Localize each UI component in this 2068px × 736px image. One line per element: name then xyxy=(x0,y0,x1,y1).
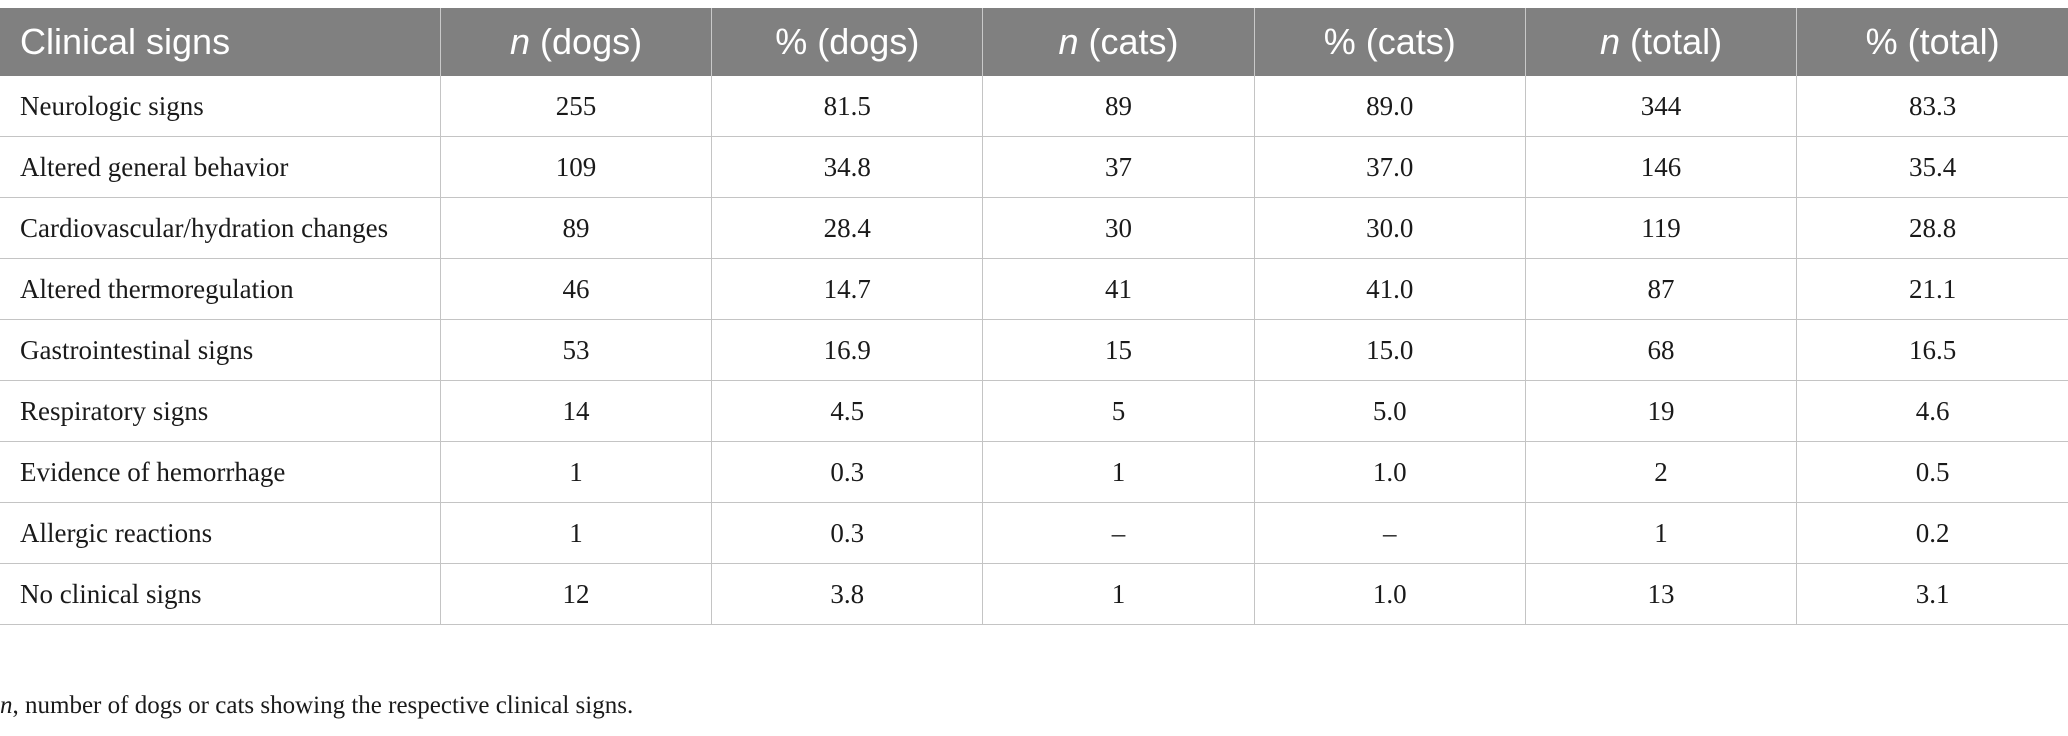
cell-pct-total: 16.5 xyxy=(1796,319,2068,381)
cell-pct-total: 4.6 xyxy=(1796,380,2068,442)
cell-pct-total: 21.1 xyxy=(1796,258,2068,320)
cell-clinical-sign: Cardiovascular/hydration changes xyxy=(0,197,441,259)
table-body: Neurologic signs 255 81.5 89 89.0 344 83.3 Alte… xyxy=(0,76,2068,625)
cell-n-total: 146 xyxy=(1525,136,1798,198)
cell-pct-dogs: 0.3 xyxy=(711,441,984,503)
cell-n-cats: 15 xyxy=(982,319,1255,381)
cell-pct-dogs: 81.5 xyxy=(711,76,984,137)
cell-n-total: 344 xyxy=(1525,76,1798,137)
table-header: Clinical signs n (dogs) % (dogs) n (cats… xyxy=(0,8,2068,76)
table-row: Respiratory signs 14 4.5 5 5.0 19 4.6 xyxy=(0,380,2068,442)
cell-n-dogs: 14 xyxy=(440,380,713,442)
clinical-signs-table-container: Clinical signs n (dogs) % (dogs) n (cats… xyxy=(0,8,2068,625)
cell-pct-total: 35.4 xyxy=(1796,136,2068,198)
table-row: No clinical signs 12 3.8 1 1.0 13 3.1 xyxy=(0,563,2068,625)
header-row: Clinical signs n (dogs) % (dogs) n (cats… xyxy=(0,8,2068,76)
cell-pct-total: 0.5 xyxy=(1796,441,2068,503)
cell-pct-cats: 30.0 xyxy=(1254,197,1526,259)
cell-clinical-sign: No clinical signs xyxy=(0,563,441,625)
table-footnote: n, number of dogs or cats showing the re… xyxy=(0,692,633,720)
cell-n-total: 1 xyxy=(1525,502,1798,564)
cell-pct-dogs: 16.9 xyxy=(711,319,984,381)
cell-clinical-sign: Respiratory signs xyxy=(0,380,441,442)
cell-clinical-sign: Gastrointestinal signs xyxy=(0,319,441,381)
header-n-dogs: n (dogs) xyxy=(440,8,713,76)
cell-pct-dogs: 0.3 xyxy=(711,502,984,564)
cell-clinical-sign: Altered thermoregulation xyxy=(0,258,441,320)
footnote-text: , number of dogs or cats showing the res… xyxy=(12,692,634,719)
cell-pct-dogs: 34.8 xyxy=(711,136,984,198)
cell-pct-cats: 1.0 xyxy=(1254,441,1526,503)
header-pct-cats: % (cats) xyxy=(1254,8,1526,76)
cell-pct-cats: 5.0 xyxy=(1254,380,1526,442)
cell-clinical-sign: Evidence of hemorrhage xyxy=(0,441,441,503)
cell-n-cats: 5 xyxy=(982,380,1255,442)
cell-n-total: 13 xyxy=(1525,563,1798,625)
cell-clinical-sign: Altered general behavior xyxy=(0,136,441,198)
cell-n-dogs: 53 xyxy=(440,319,713,381)
table-row: Altered general behavior 109 34.8 37 37.0 146… xyxy=(0,136,2068,198)
cell-pct-cats: – xyxy=(1254,502,1526,564)
cell-n-cats: 1 xyxy=(982,563,1255,625)
header-n-total-var: n xyxy=(1600,21,1621,62)
cell-n-dogs: 255 xyxy=(440,76,713,137)
clinical-signs-table: Clinical signs n (dogs) % (dogs) n (cats… xyxy=(0,8,2068,625)
header-n-cats-var: n xyxy=(1058,21,1079,62)
table-row: Gastrointestinal signs 53 16.9 15 15.0 68 16.5 xyxy=(0,319,2068,381)
footnote-var: n xyxy=(0,692,13,719)
cell-n-cats: 41 xyxy=(982,258,1255,320)
cell-n-cats: 37 xyxy=(982,136,1255,198)
cell-n-cats: – xyxy=(982,502,1255,564)
cell-n-total: 87 xyxy=(1525,258,1798,320)
header-n-total: n (total) xyxy=(1525,8,1798,76)
cell-n-dogs: 1 xyxy=(440,502,713,564)
cell-n-cats: 1 xyxy=(982,441,1255,503)
cell-n-dogs: 12 xyxy=(440,563,713,625)
header-n-cats: n (cats) xyxy=(982,8,1255,76)
cell-pct-cats: 15.0 xyxy=(1254,319,1526,381)
cell-pct-cats: 37.0 xyxy=(1254,136,1526,198)
cell-pct-cats: 41.0 xyxy=(1254,258,1526,320)
cell-n-dogs: 89 xyxy=(440,197,713,259)
cell-n-total: 2 xyxy=(1525,441,1798,503)
cell-pct-total: 28.8 xyxy=(1796,197,2068,259)
cell-pct-cats: 1.0 xyxy=(1254,563,1526,625)
cell-pct-dogs: 28.4 xyxy=(711,197,984,259)
cell-n-dogs: 46 xyxy=(440,258,713,320)
header-pct-total: % (total) xyxy=(1796,8,2068,76)
cell-pct-dogs: 14.7 xyxy=(711,258,984,320)
cell-clinical-sign: Allergic reactions xyxy=(0,502,441,564)
table-row: Allergic reactions 1 0.3– –1 0.2 xyxy=(0,502,2068,564)
header-n-dogs-label: (dogs) xyxy=(530,21,643,62)
cell-n-cats: 89 xyxy=(982,76,1255,137)
table-row: Evidence of hemorrhage 1 0.3 1 1.0 2 0.5 xyxy=(0,441,2068,503)
header-n-total-label: (total) xyxy=(1620,21,1723,62)
table-row: Cardiovascular/hydration changes 89 28.4 30… xyxy=(0,197,2068,259)
cell-pct-dogs: 4.5 xyxy=(711,380,984,442)
table-row: Altered thermoregulation 46 14.7 41 41.0 87 21… xyxy=(0,258,2068,320)
cell-n-total: 68 xyxy=(1525,319,1798,381)
header-clinical-signs: Clinical signs xyxy=(0,8,441,76)
cell-n-cats: 30 xyxy=(982,197,1255,259)
table-row: Neurologic signs 255 81.5 89 89.0 344 83.3 xyxy=(0,76,2068,137)
cell-n-dogs: 1 xyxy=(440,441,713,503)
header-n-dogs-var: n xyxy=(510,21,531,62)
cell-clinical-sign: Neurologic signs xyxy=(0,76,441,137)
cell-pct-total: 0.2 xyxy=(1796,502,2068,564)
header-n-cats-label: (cats) xyxy=(1078,21,1179,62)
cell-n-total: 119 xyxy=(1525,197,1798,259)
cell-pct-cats: 89.0 xyxy=(1254,76,1526,137)
header-pct-dogs: % (dogs) xyxy=(711,8,984,76)
cell-pct-total: 3.1 xyxy=(1796,563,2068,625)
cell-pct-total: 83.3 xyxy=(1796,76,2068,137)
cell-pct-dogs: 3.8 xyxy=(711,563,984,625)
cell-n-total: 19 xyxy=(1525,380,1798,442)
cell-n-dogs: 109 xyxy=(440,136,713,198)
